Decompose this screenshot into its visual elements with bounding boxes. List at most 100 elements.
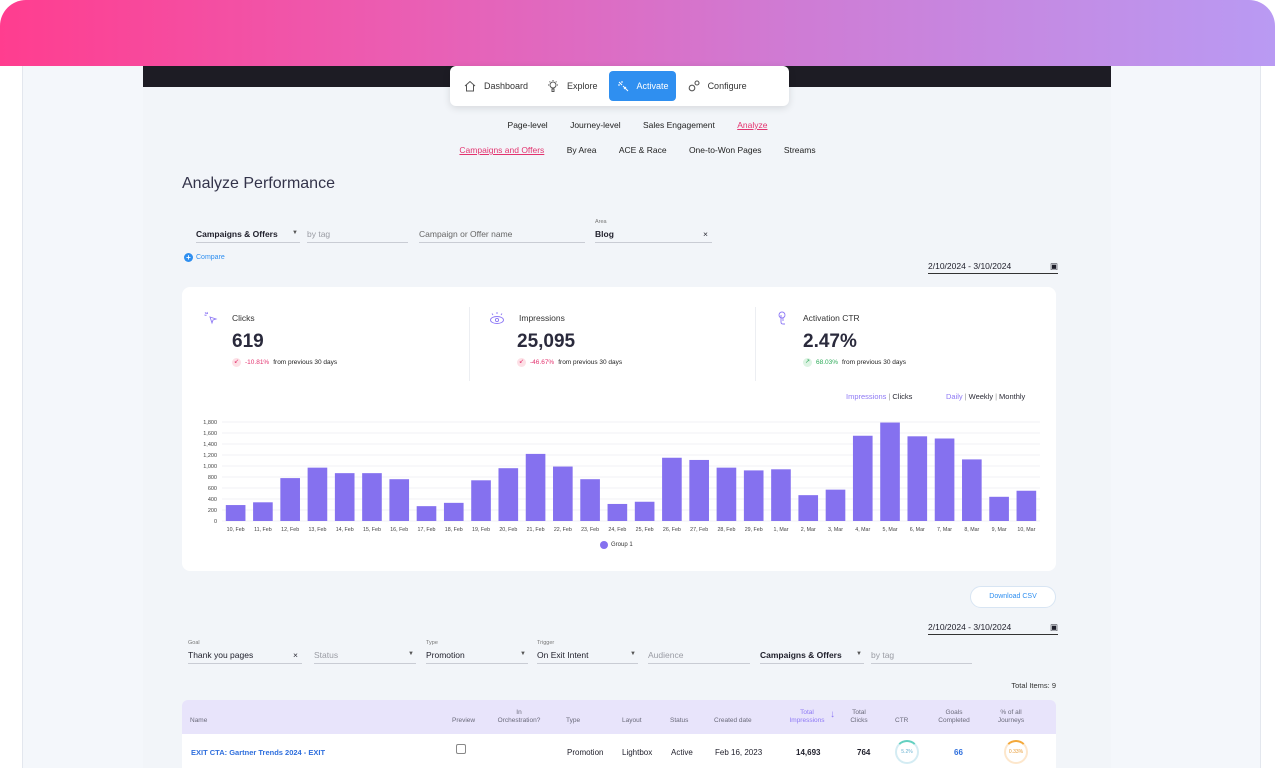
table-tag-input[interactable]: by tag [871, 650, 972, 664]
metric-ctr-change-suffix: from previous 30 days [842, 359, 906, 366]
col-goals-completed[interactable]: Goals Completed [931, 709, 977, 725]
bar [962, 459, 982, 521]
journeys-ring: 0.33% [1004, 740, 1028, 764]
bar [771, 469, 791, 521]
x-tick-label: 14, Feb [336, 527, 354, 533]
col-goals-line2: Completed [938, 717, 970, 724]
subnav-sales-engagement[interactable]: Sales Engagement [643, 120, 715, 130]
col-impressions-line1: Total [800, 709, 814, 716]
cell-clicks: 764 [857, 748, 871, 757]
cell-status: Active [671, 748, 693, 757]
col-status[interactable]: Status [670, 717, 689, 724]
download-csv-button[interactable]: Download CSV [970, 586, 1056, 608]
goal-select[interactable]: Goal Thank you pages × [188, 640, 302, 664]
nav-activate[interactable]: Activate [608, 71, 676, 101]
nav-dashboard-label: Dashboard [484, 81, 529, 91]
browser-header-gradient [0, 0, 1275, 66]
toggle-clicks[interactable]: Clicks [892, 392, 913, 401]
nav-explore[interactable]: Explore [539, 71, 605, 101]
toggle-daily[interactable]: Daily [946, 392, 963, 401]
metric-clicks-change-suffix: from previous 30 days [273, 359, 338, 366]
tab-by-area[interactable]: By Area [566, 145, 597, 155]
nav-configure-label: Configure [707, 81, 747, 91]
trigger-value: On Exit Intent [537, 650, 589, 660]
toggle-weekly[interactable]: Weekly [968, 392, 994, 401]
col-total-impressions[interactable]: Total Impressions [784, 709, 830, 725]
tag-input[interactable]: by tag [307, 229, 408, 243]
metric-clicks: Clicks 619 ↙ -10.81% from previous 30 da… [204, 311, 337, 381]
tab-streams[interactable]: Streams [783, 145, 816, 155]
metric-impressions-change: ↙ -46.67% from previous 30 days [517, 358, 622, 367]
bar [1016, 490, 1037, 521]
subnav-page-level[interactable]: Page-level [507, 120, 548, 130]
tab-one-to-won[interactable]: One-to-Won Pages [688, 145, 762, 155]
col-type[interactable]: Type [566, 717, 581, 724]
campaign-name-input[interactable]: Campaign or Offer name [419, 229, 585, 243]
col-name[interactable]: Name [190, 717, 208, 724]
col-layout[interactable]: Layout [622, 717, 642, 724]
toggle-monthly[interactable]: Monthly [999, 392, 1026, 401]
type-filter-label: Type [426, 640, 438, 646]
type-select[interactable]: Campaigns & Offers ▼ [196, 229, 300, 243]
audience-placeholder: Audience [648, 650, 684, 660]
col-in-orchestration[interactable]: In Orchestration? [491, 709, 547, 725]
campaign-name-link[interactable]: EXIT CTA: Gartner Trends 2024 - EXIT [191, 748, 326, 757]
col-total-clicks[interactable]: Total Clicks [848, 709, 870, 725]
table-row[interactable]: EXIT CTA: Gartner Trends 2024 - EXIT Pro… [182, 734, 1056, 768]
x-tick-label: 29, Feb [745, 527, 763, 533]
goal-label: Goal [188, 640, 200, 646]
metric-impressions-label: Impressions [519, 313, 565, 323]
tab-campaigns-offers[interactable]: Campaigns and Offers [459, 145, 545, 155]
sub-nav: Page-level Journey-level Sales Engagemen… [0, 120, 1275, 130]
bar [880, 422, 900, 521]
x-tick-label: 13, Feb [308, 527, 326, 533]
col-created-date[interactable]: Created date [714, 717, 752, 724]
area-clear-button[interactable]: × [703, 229, 708, 239]
toggle-impressions[interactable]: Impressions [846, 392, 887, 401]
compare-button[interactable]: + Compare [184, 253, 225, 262]
col-preview[interactable]: Preview [452, 717, 476, 724]
table-header: Name Preview In Orchestration? Type Layo… [182, 700, 1056, 734]
area-select[interactable]: Area Blog × [595, 219, 712, 243]
metric-clicks-label: Clicks [232, 313, 255, 323]
plus-icon: + [184, 253, 193, 262]
col-ctr[interactable]: CTR [895, 717, 909, 724]
y-tick-label: 1,600 [203, 431, 217, 437]
audience-input[interactable]: Audience [648, 650, 750, 664]
home-icon [464, 80, 476, 92]
x-tick-label: 17, Feb [418, 527, 436, 533]
preview-icon[interactable] [456, 744, 466, 754]
bar [471, 480, 491, 521]
ctr-ring: 5.2% [895, 740, 919, 764]
sort-desc-icon[interactable]: ↓ [830, 709, 835, 720]
date-range-picker[interactable]: 2/10/2024 - 3/10/2024 ▣ [928, 261, 1058, 274]
x-tick-label: 28, Feb [717, 527, 735, 533]
x-tick-label: 3, Mar [828, 527, 843, 533]
tab-ace-race[interactable]: ACE & Race [618, 145, 667, 155]
type-filter-select[interactable]: Type Promotion ▼ [426, 640, 528, 664]
cell-goals-completed[interactable]: 66 [954, 748, 963, 757]
nav-configure[interactable]: Configure [680, 71, 754, 101]
trigger-select[interactable]: Trigger On Exit Intent ▼ [537, 640, 638, 664]
metric-impressions: Impressions 25,095 ↙ -46.67% from previo… [489, 311, 622, 381]
subnav-analyze[interactable]: Analyze [737, 120, 768, 130]
y-tick-label: 600 [208, 486, 217, 492]
bar [443, 502, 464, 521]
x-tick-label: 4, Mar [855, 527, 870, 533]
area-value: Blog [595, 229, 614, 239]
table-date-range-picker[interactable]: 2/10/2024 - 3/10/2024 ▣ [928, 622, 1058, 635]
chevron-down-icon: ▼ [520, 651, 526, 657]
x-tick-label: 22, Feb [554, 527, 572, 533]
x-tick-label: 21, Feb [527, 527, 545, 533]
subnav-journey-level[interactable]: Journey-level [570, 120, 621, 130]
metric-clicks-value: 619 [232, 331, 264, 352]
goal-clear-button[interactable]: × [293, 650, 298, 660]
x-tick-label: 8, Mar [964, 527, 979, 533]
col-journeys[interactable]: % of all Journeys [991, 709, 1031, 725]
bar [416, 506, 437, 521]
campaign-type-select[interactable]: Campaigns & Offers ▼ [760, 650, 864, 664]
nav-dashboard[interactable]: Dashboard [456, 71, 535, 101]
y-tick-label: 1,000 [203, 464, 217, 470]
trigger-label: Trigger [537, 640, 555, 646]
status-select[interactable]: Status ▼ [314, 650, 416, 664]
